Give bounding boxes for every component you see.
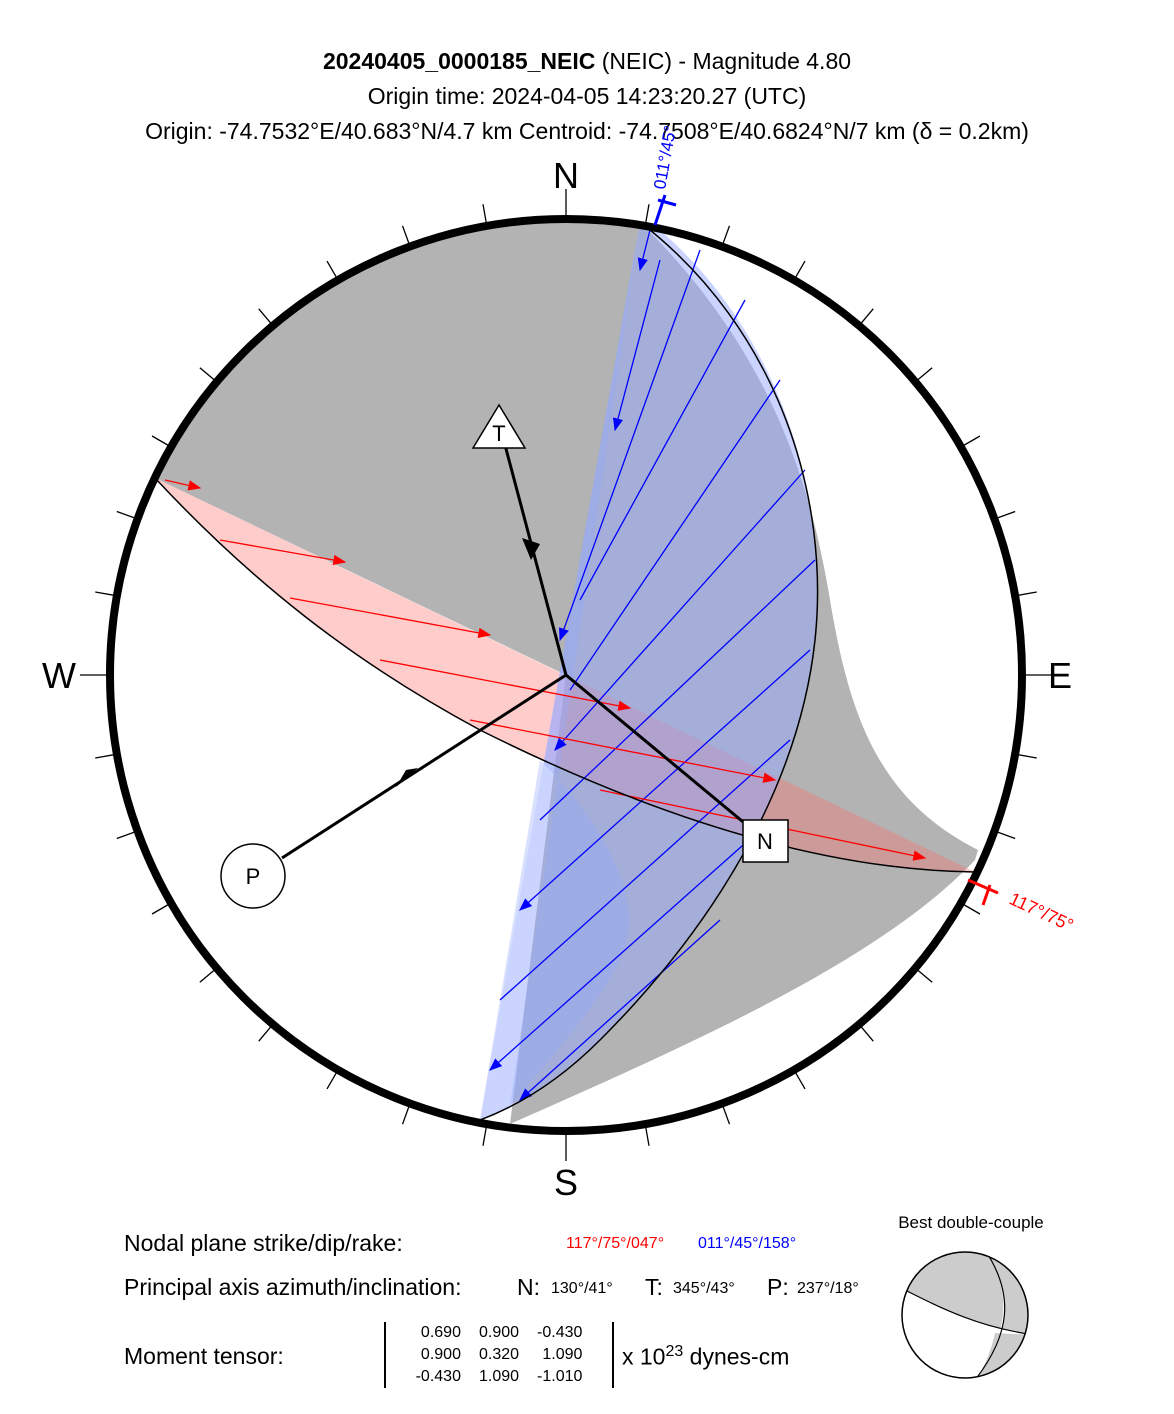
principal-axis-label: Principal axis azimuth/inclination:	[124, 1274, 462, 1300]
moment-units: x 1023 dynes-cm	[622, 1343, 790, 1370]
principal-axis-lines	[281, 444, 749, 860]
moment-tensor-label: Moment tensor:	[124, 1343, 284, 1369]
blue-strike-marker	[653, 194, 677, 226]
p-axis-label: P	[246, 864, 261, 889]
t-axis-key: T:	[645, 1274, 663, 1300]
best-double-couple-ball	[901, 1251, 1029, 1379]
p-axis-key: P:	[767, 1274, 789, 1300]
red-plane-label: 117°/75°	[1006, 888, 1076, 935]
north-label: N	[553, 155, 579, 196]
blue-slip-lines	[489, 229, 816, 1101]
t-axis-marker: T	[471, 403, 527, 449]
blue-nodal-plane	[479, 221, 819, 1121]
south-label: S	[554, 1162, 578, 1203]
event-id: 20240405_0000185_NEIC	[322, 48, 596, 74]
compression-quadrant-north	[155, 219, 640, 675]
p-axis-value: 237°/18°	[797, 1280, 859, 1297]
moment-tensor-matrix: 0.690 0.900 -0.430 0.900 0.320 1.090 -0.…	[384, 1322, 614, 1388]
table-row: 0.690 0.900 -0.430	[420, 1324, 583, 1341]
east-label: E	[1048, 655, 1072, 696]
blue-plane-inner	[480, 222, 640, 1120]
magnitude: - Magnitude 4.80	[678, 48, 852, 74]
n-axis-value: 130°/41°	[551, 1280, 613, 1297]
n-axis-marker: N	[742, 819, 789, 863]
location-line: Origin: -74.7532°E/40.683°N/4.7 km Centr…	[145, 118, 1029, 144]
bdc-title: Best double-couple	[898, 1213, 1044, 1232]
west-label: W	[42, 655, 76, 696]
n-axis-key: N:	[517, 1274, 540, 1300]
agency: (NEIC)	[601, 48, 673, 74]
origin-time: Origin time: 2024-04-05 14:23:20.27 (UTC…	[367, 83, 807, 109]
table-row: -0.430 1.090 -1.010	[415, 1368, 583, 1385]
n-axis-label: N	[757, 829, 773, 854]
red-strike-marker	[967, 878, 999, 906]
blue-plane-label: 011°/45°	[650, 124, 680, 191]
nodal-plane-blue-value: 011°/45°/158°	[698, 1235, 797, 1252]
nodal-plane-red-value: 117°/75°/047°	[566, 1235, 665, 1252]
nodal-plane-label: Nodal plane strike/dip/rake:	[124, 1230, 403, 1256]
p-axis-marker: P	[220, 843, 286, 909]
table-row: 0.900 0.320 1.090	[420, 1346, 583, 1363]
figure-header: 20240405_0000185_NEIC (NEIC) - Magnitude…	[0, 44, 1174, 149]
blue-plane-band	[480, 222, 818, 1120]
t-axis-value: 345°/43°	[673, 1280, 735, 1297]
title-line: 20240405_0000185_NEIC (NEIC) - Magnitude…	[0, 44, 1174, 79]
t-axis-label: T	[492, 421, 505, 446]
ball-outline	[106, 215, 1026, 1135]
